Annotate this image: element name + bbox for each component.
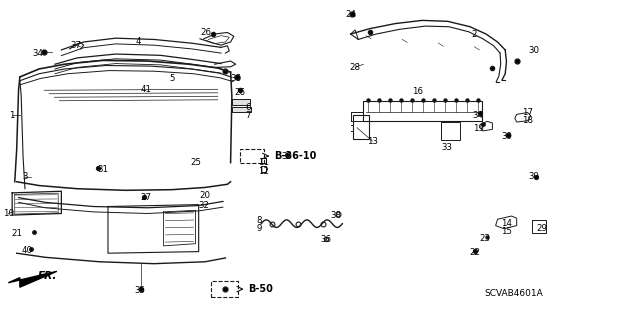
Text: 10: 10	[3, 209, 14, 218]
Bar	[442, 122, 461, 140]
Text: SCVAB4601A: SCVAB4601A	[484, 289, 543, 298]
Text: 9: 9	[257, 224, 262, 233]
Text: 22: 22	[469, 248, 480, 257]
Text: 19: 19	[473, 124, 484, 133]
Text: 26: 26	[201, 28, 212, 37]
Text: 35: 35	[134, 286, 145, 295]
Text: 20: 20	[200, 190, 211, 200]
Text: B-36-10: B-36-10	[274, 151, 316, 161]
Text: 32: 32	[198, 201, 209, 210]
Text: 14: 14	[501, 219, 512, 228]
Text: 36: 36	[230, 74, 241, 83]
Text: 2: 2	[472, 31, 477, 40]
Text: 18: 18	[522, 116, 533, 125]
Text: 21: 21	[11, 229, 22, 238]
Text: 26: 26	[235, 88, 246, 97]
Text: 28: 28	[349, 63, 360, 72]
Text: 1: 1	[10, 111, 15, 120]
Text: 13: 13	[367, 137, 378, 145]
Text: 40: 40	[22, 246, 33, 255]
Text: FR.: FR.	[38, 271, 57, 281]
Text: 34: 34	[473, 111, 484, 120]
Bar	[232, 108, 251, 113]
Text: 16: 16	[412, 87, 422, 96]
Text: 36: 36	[321, 235, 332, 244]
Text: 3: 3	[22, 173, 28, 182]
Text: 7: 7	[246, 111, 252, 120]
Text: 31: 31	[97, 165, 108, 174]
Text: 8: 8	[257, 216, 262, 225]
Text: 11: 11	[259, 158, 269, 167]
Text: 41: 41	[141, 85, 152, 94]
Text: 6: 6	[246, 103, 252, 112]
Text: 15: 15	[501, 227, 512, 236]
Text: 37: 37	[70, 41, 81, 50]
Text: B-50: B-50	[248, 284, 273, 294]
Text: 39: 39	[501, 132, 512, 141]
Bar	[364, 101, 481, 122]
Text: 24: 24	[345, 10, 356, 19]
Text: 39: 39	[282, 152, 292, 161]
Text: 4: 4	[135, 38, 141, 47]
Bar	[532, 220, 546, 233]
Bar	[240, 149, 264, 163]
Text: 27: 27	[141, 193, 152, 202]
Text: 12: 12	[259, 167, 269, 176]
Bar	[232, 99, 250, 105]
Polygon shape	[8, 271, 57, 287]
Text: 38: 38	[330, 211, 342, 219]
Text: 39: 39	[529, 173, 540, 182]
Text: 23: 23	[479, 234, 490, 243]
Text: 29: 29	[537, 224, 548, 233]
Bar	[211, 281, 238, 297]
Text: 30: 30	[529, 46, 540, 56]
Text: 17: 17	[522, 108, 533, 117]
Text: 25: 25	[190, 158, 201, 167]
Text: 5: 5	[169, 74, 175, 83]
Text: 33: 33	[441, 143, 452, 152]
Bar	[353, 115, 369, 139]
Text: 34: 34	[32, 48, 44, 58]
